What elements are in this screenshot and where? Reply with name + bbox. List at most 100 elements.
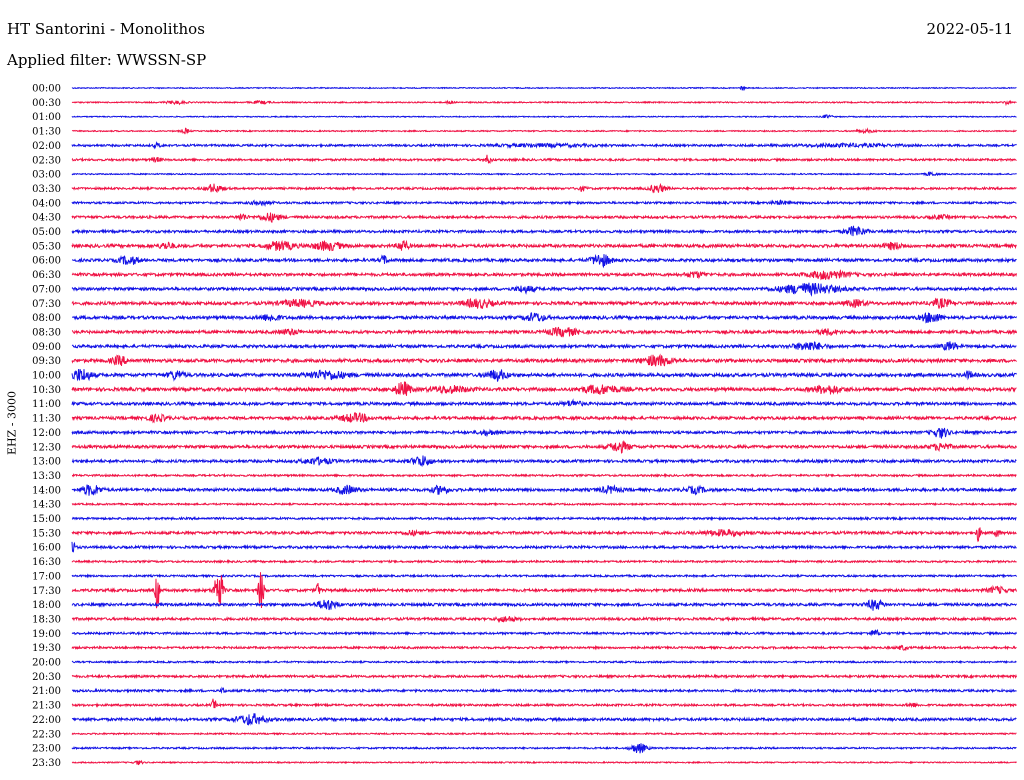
trace-0130	[71, 127, 1017, 135]
trace-1000	[71, 368, 1017, 382]
trace-0530	[71, 239, 1017, 252]
trace-0100	[71, 114, 1017, 119]
trace-1300	[71, 455, 1017, 468]
time-tick-label: 20:30	[32, 672, 61, 683]
filter-label: Applied filter: WWSSN-SP	[7, 51, 207, 69]
trace-0730	[71, 297, 1017, 309]
trace-1400	[71, 484, 1017, 496]
trace-0300	[71, 171, 1017, 177]
trace-0830	[71, 326, 1017, 338]
trace-0500	[71, 225, 1017, 237]
trace-0630	[71, 268, 1017, 281]
trace-0930	[71, 353, 1017, 367]
time-tick-label: 11:30	[32, 414, 61, 425]
trace-2130	[71, 698, 1017, 709]
time-tick-label: 00:00	[32, 84, 61, 95]
time-tick-label: 07:00	[32, 284, 61, 295]
time-tick-label: 23:00	[32, 744, 61, 755]
trace-1330	[71, 472, 1017, 479]
time-tick-label: 15:00	[32, 514, 61, 525]
time-tick-label: 03:00	[32, 170, 61, 181]
trace-1630	[71, 558, 1017, 565]
trace-2200	[71, 713, 1017, 726]
time-tick-label: 14:30	[32, 500, 61, 511]
time-tick-label: 02:00	[32, 141, 61, 152]
time-tick-label: 13:30	[32, 471, 61, 482]
time-tick-label: 20:00	[32, 658, 61, 669]
time-tick-label: 17:00	[32, 571, 61, 582]
date-label: 2022-05-11	[926, 20, 1013, 38]
trace-1800	[71, 598, 1017, 611]
trace-1930	[71, 644, 1017, 652]
trace-1700	[71, 573, 1017, 579]
trace-1030	[71, 381, 1017, 396]
trace-1600	[71, 541, 1017, 553]
time-tick-label: 03:30	[32, 184, 61, 195]
time-tick-label: 15:30	[32, 528, 61, 539]
trace-0000	[71, 85, 1017, 92]
time-tick-label: 00:30	[32, 98, 61, 109]
trace-2000	[71, 659, 1017, 665]
time-tick-label: 22:30	[32, 729, 61, 740]
trace-0200	[71, 141, 1017, 150]
time-tick-label: 19:30	[32, 643, 61, 654]
time-tick-label: 08:00	[32, 313, 61, 324]
time-tick-label: 04:30	[32, 213, 61, 224]
time-tick-label: 21:00	[32, 686, 61, 697]
time-tick-label: 13:00	[32, 457, 61, 468]
time-tick-label: 06:00	[32, 256, 61, 267]
trace-0600	[71, 253, 1017, 269]
trace-2230	[71, 731, 1017, 736]
trace-0800	[71, 311, 1017, 324]
time-tick-label: 10:00	[32, 371, 61, 382]
time-tick-label: 01:30	[32, 127, 61, 138]
time-tick-label: 01:00	[32, 112, 61, 123]
trace-1100	[71, 398, 1017, 408]
time-tick-label: 12:00	[32, 428, 61, 439]
time-tick-label: 17:30	[32, 586, 61, 597]
time-tick-label: 12:30	[32, 442, 61, 453]
trace-1830	[71, 615, 1017, 624]
time-tick-label: 18:30	[32, 614, 61, 625]
time-tick-label: 11:00	[32, 399, 61, 410]
trace-0230	[71, 154, 1017, 165]
time-tick-label: 07:30	[32, 299, 61, 310]
time-tick-label: 09:00	[32, 342, 61, 353]
trace-1130	[71, 412, 1017, 424]
time-tick-label: 18:00	[32, 600, 61, 611]
time-tick-label: 05:00	[32, 227, 61, 238]
time-tick-label: 10:30	[32, 385, 61, 396]
time-tick-label: 06:30	[32, 270, 61, 281]
trace-1500	[71, 515, 1017, 522]
trace-2100	[71, 686, 1017, 694]
time-tick-label: 21:30	[32, 701, 61, 712]
time-tick-label: 22:00	[32, 715, 61, 726]
trace-2330	[71, 759, 1017, 766]
trace-2030	[71, 673, 1017, 680]
trace-1230	[71, 439, 1017, 454]
time-tick-label: 14:00	[32, 485, 61, 496]
trace-1530	[71, 527, 1017, 543]
time-tick-label: 23:30	[32, 758, 61, 769]
trace-1900	[71, 629, 1017, 637]
time-tick-label: 05:30	[32, 241, 61, 252]
trace-0030	[71, 99, 1017, 107]
trace-0330	[71, 182, 1017, 194]
trace-2300	[71, 743, 1017, 754]
time-tick-label: 19:00	[32, 629, 61, 640]
station-title: HT Santorini - Monolithos	[7, 20, 205, 38]
time-tick-label: 16:30	[32, 557, 61, 568]
time-tick-label: 04:00	[32, 198, 61, 209]
trace-1200	[71, 427, 1017, 439]
time-tick-label: 16:00	[32, 543, 61, 554]
trace-1430	[71, 501, 1017, 507]
trace-0400	[71, 199, 1017, 208]
trace-0700	[71, 282, 1017, 297]
time-tick-label: 02:30	[32, 155, 61, 166]
trace-1730	[71, 572, 1017, 609]
time-tick-label: 08:30	[32, 327, 61, 338]
time-tick-label: 09:30	[32, 356, 61, 367]
trace-0430	[71, 212, 1017, 223]
trace-0900	[71, 341, 1017, 351]
